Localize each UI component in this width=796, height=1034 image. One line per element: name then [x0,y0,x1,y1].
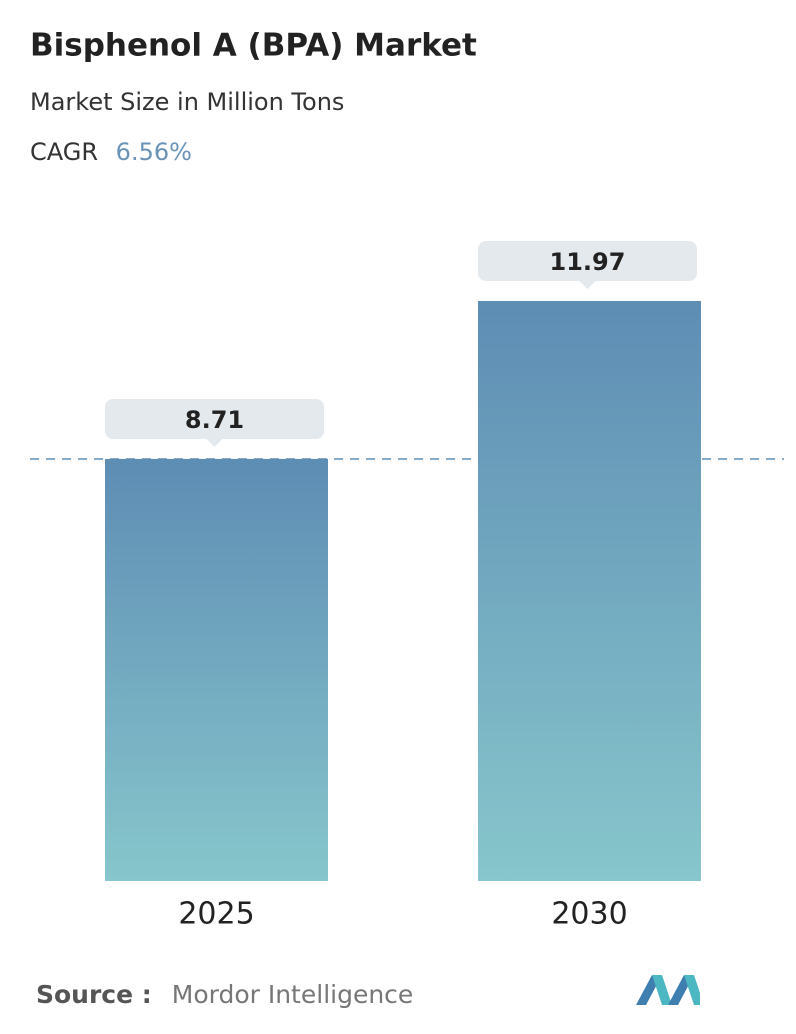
value-callout [478,241,697,281]
bar [105,458,328,881]
value-label: 11.97 [550,248,626,276]
value-callout [105,398,324,439]
cagr: CAGR 6.56% [30,138,192,166]
source-label: Source : [36,980,152,1009]
chart-subtitle: Market Size in Million Tons [30,88,344,116]
x-tick-label: 2025 [178,897,254,932]
callout-pointer [579,281,596,289]
plot: 8.71 2025 11.97 2030 [30,241,784,932]
chart-title: Bisphenol A (BPA) Market [30,28,477,64]
x-tick-label: 2030 [551,897,627,932]
source: Source : Mordor Intelligence [36,980,413,1009]
source-value: Mordor Intelligence [172,980,414,1009]
cagr-value: 6.56% [116,138,192,166]
value-label: 8.71 [185,406,244,434]
callout-pointer [206,438,223,447]
bar [478,301,701,881]
cagr-label: CAGR [30,138,98,166]
logo [636,975,700,1005]
